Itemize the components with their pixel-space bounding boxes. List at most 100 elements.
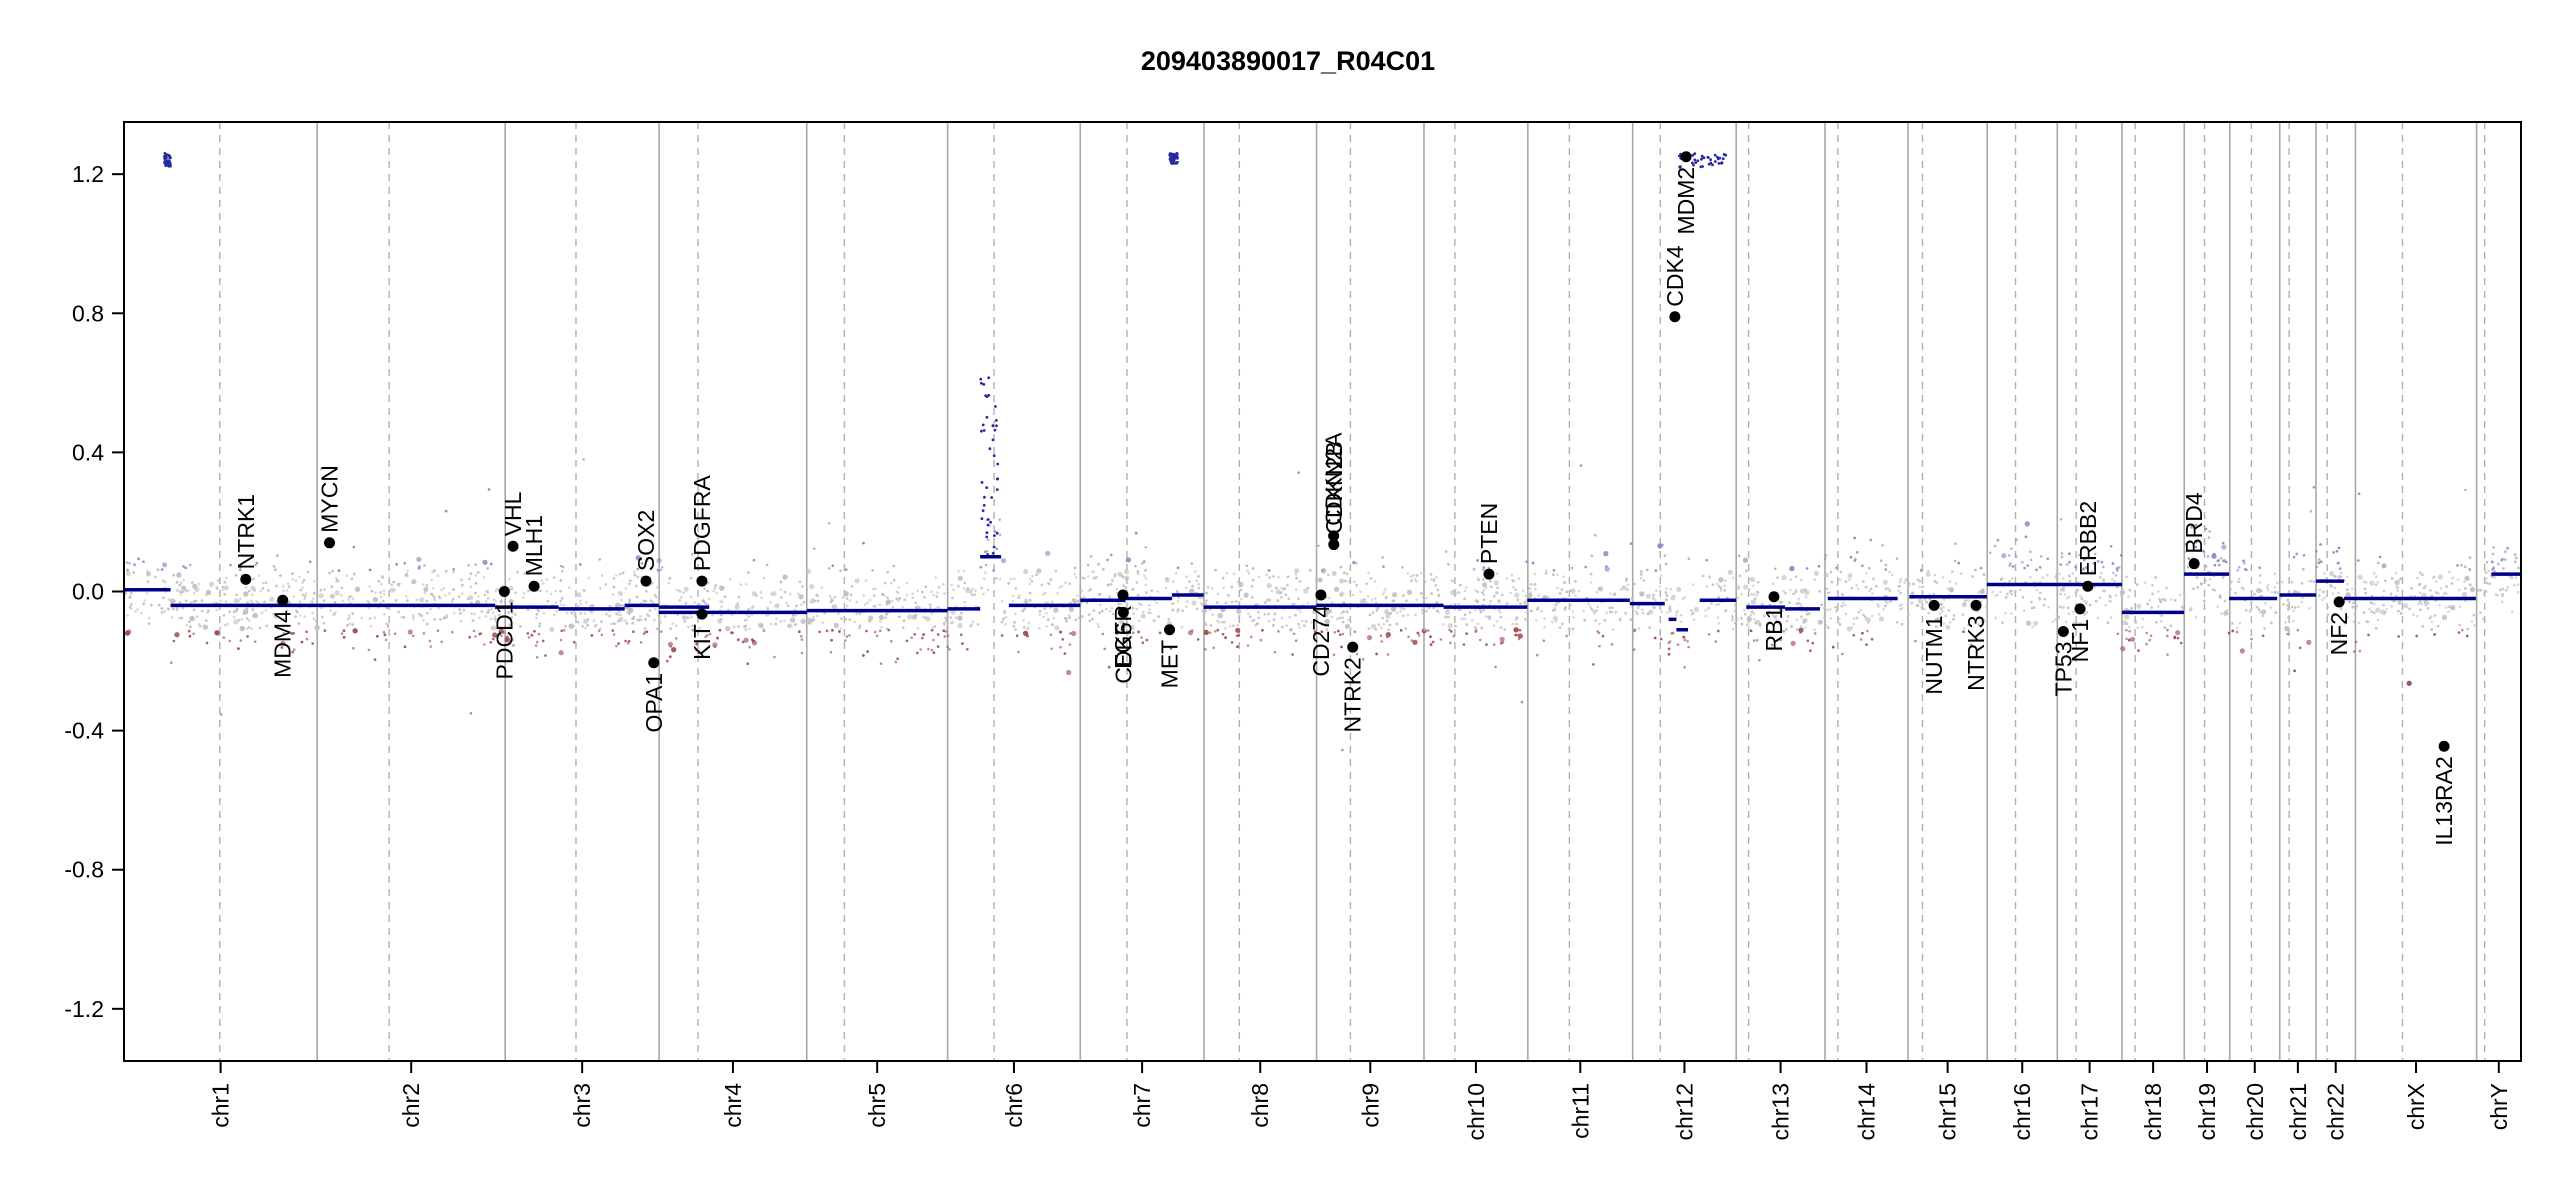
probe-point: [1855, 584, 1858, 587]
probe-point: [2160, 614, 2163, 617]
probe-point: [260, 611, 264, 614]
probe-point: [691, 624, 694, 628]
probe-point: [1317, 577, 1323, 583]
probe-point: [2297, 605, 2300, 609]
probe-point: [1293, 568, 1300, 574]
probe-point: [1551, 609, 1555, 612]
probe-point: [1836, 583, 1839, 587]
probe-point: [1716, 616, 1720, 619]
probe-point: [126, 614, 129, 617]
probe-point: [2288, 614, 2291, 618]
probe-point: [323, 629, 327, 632]
probe-point: [1735, 618, 1739, 621]
probe-point: [1824, 624, 1828, 627]
probe-point: [1246, 569, 1249, 573]
probe-point: [693, 601, 696, 604]
probe-point: [858, 624, 862, 627]
probe-point: [2231, 629, 2234, 633]
probe-point: [1224, 636, 1227, 639]
probe-point: [946, 627, 949, 630]
probe-point: [1776, 622, 1779, 625]
probe-point: [2415, 614, 2419, 618]
probe-point: [1221, 620, 1224, 624]
probe-point: [2115, 567, 2119, 570]
probe-point: [916, 651, 919, 655]
probe-point: [422, 618, 425, 622]
probe-point: [745, 618, 748, 622]
probe-point: [1380, 640, 1383, 643]
probe-point: [429, 607, 432, 611]
probe-point: [331, 569, 334, 573]
probe-point: [1380, 626, 1383, 630]
probe-point: [1232, 572, 1236, 576]
probe-point: [2079, 594, 2082, 598]
probe-point: [907, 614, 913, 620]
probe-point: [1494, 591, 1498, 594]
probe-point: [445, 613, 448, 617]
probe-point: [621, 571, 625, 575]
probe-point: [1916, 578, 1920, 582]
probe-point: [708, 632, 712, 636]
probe-point: [2208, 530, 2211, 533]
probe-point: [691, 628, 695, 632]
probe-point: [1633, 629, 1636, 633]
probe-point: [2058, 572, 2061, 576]
probe-point: [1879, 559, 1883, 562]
probe-point: [248, 619, 251, 622]
probe-point: [1401, 566, 1404, 569]
probe-point: [579, 612, 582, 615]
probe-point: [182, 565, 185, 568]
probe-point: [2394, 594, 2398, 597]
probe-point: [2410, 587, 2413, 590]
probe-point: [1429, 578, 1433, 581]
probe-point: [239, 597, 242, 600]
probe-point: [1344, 579, 1347, 583]
probe-point: [282, 589, 285, 593]
probe-point: [612, 622, 616, 625]
probe-point: [2485, 577, 2488, 580]
probe-point: [1619, 588, 1623, 591]
probe-point: [271, 612, 275, 616]
probe-point: [973, 593, 977, 596]
probe-point: [2439, 587, 2443, 590]
probe-point: [2506, 585, 2510, 589]
probe-point: [1246, 644, 1250, 647]
probe-point: [2038, 566, 2042, 569]
probe-point: [426, 611, 429, 615]
probe-point: [2458, 623, 2461, 627]
probe-point: [905, 594, 909, 597]
probe-point: [853, 620, 856, 624]
probe-point: [1089, 588, 1092, 591]
probe-point: [2237, 580, 2240, 584]
probe-point: [1404, 627, 1407, 630]
probe-point: [473, 612, 476, 616]
probe-point: [2493, 576, 2497, 579]
probe-point: [383, 633, 387, 637]
probe-point: [1526, 591, 1529, 594]
probe-point: [986, 550, 989, 553]
probe-point: [1732, 576, 1735, 579]
probe-point: [2021, 596, 2025, 599]
probe-point: [161, 579, 165, 582]
probe-point: [263, 600, 266, 604]
probe-point: [704, 635, 707, 638]
probe-point: [348, 595, 352, 599]
probe-point: [200, 599, 204, 602]
probe-point: [1817, 565, 1821, 568]
probe-point: [1317, 608, 1321, 612]
probe-point: [2256, 606, 2259, 609]
probe-point: [2494, 593, 2497, 596]
probe-point: [1626, 583, 1630, 587]
probe-point: [1717, 584, 1721, 588]
probe-point: [495, 587, 499, 591]
probe-point: [2099, 576, 2102, 579]
probe-point: [963, 581, 967, 585]
probe-point: [1421, 595, 1425, 599]
probe-point: [1926, 569, 1930, 573]
probe-point: [1742, 608, 1746, 612]
probe-point: [1525, 610, 1529, 614]
probe-point: [258, 626, 262, 630]
probe-point: [1040, 583, 1044, 587]
probe-point: [2417, 602, 2420, 606]
probe-point: [592, 619, 596, 622]
